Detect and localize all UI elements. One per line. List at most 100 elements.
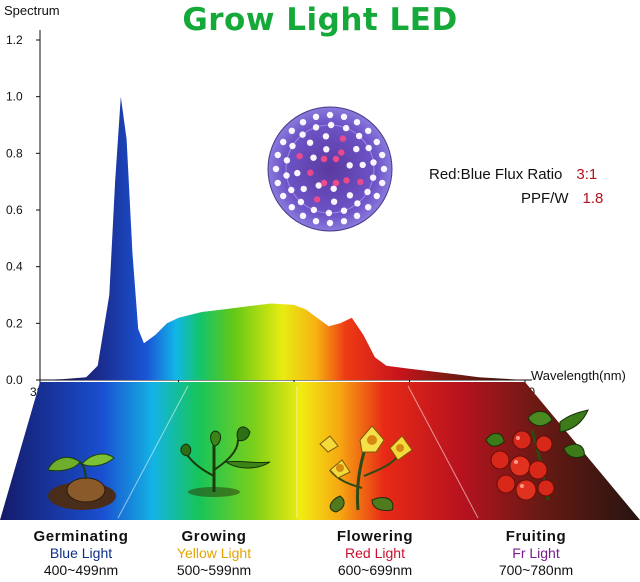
stage-range: 600~699nm xyxy=(337,562,413,578)
led-dot xyxy=(288,127,295,134)
led-dot xyxy=(313,196,321,203)
led-dot xyxy=(332,179,340,187)
led-dot xyxy=(315,182,322,189)
led-dot xyxy=(289,142,296,150)
y-tick-label: 0.2 xyxy=(6,316,23,330)
led-dot xyxy=(353,145,360,153)
y-tick-label: 0.4 xyxy=(6,260,23,274)
seedling-icon xyxy=(180,426,271,497)
led-dot xyxy=(274,151,281,159)
stage-light: Blue Light xyxy=(49,545,113,561)
ppf-value: 1.8 xyxy=(582,190,604,207)
led-dot xyxy=(365,144,372,152)
led-dot xyxy=(310,206,318,214)
led-dot xyxy=(322,133,330,140)
led-dot xyxy=(300,185,307,193)
y-tick-label: 0.8 xyxy=(6,146,23,160)
led-dot xyxy=(326,219,334,227)
led-dot xyxy=(297,198,305,206)
led-dot xyxy=(373,138,380,146)
led-dot xyxy=(365,204,372,211)
stage-range: 700~780nm xyxy=(498,562,574,578)
led-dot xyxy=(354,200,361,207)
led-dot xyxy=(306,139,314,146)
page-title: Grow Light LED xyxy=(182,2,458,38)
stage-light: Fr Light xyxy=(512,545,560,561)
led-dot xyxy=(353,119,361,126)
led-dot xyxy=(373,192,380,200)
flowering-plant-icon xyxy=(319,425,413,513)
led-dot xyxy=(330,185,337,192)
led-dot xyxy=(272,165,280,173)
stage-range: 500~599nm xyxy=(176,562,252,578)
led-dot xyxy=(338,149,345,156)
stage-germinating: Germinating Blue Light 400~499nm xyxy=(1,528,161,579)
led-dot xyxy=(294,169,301,177)
stage-light: Red Light xyxy=(345,545,405,561)
led-dot xyxy=(323,146,330,153)
band-divider xyxy=(407,385,479,519)
led-dot xyxy=(283,157,291,164)
led-dot xyxy=(339,135,347,142)
led-dot xyxy=(327,121,335,129)
led-dot xyxy=(310,154,317,161)
ratio-value: 3:1 xyxy=(576,166,598,183)
band-divider xyxy=(117,385,189,519)
stage-flowering: Flowering Red Light 600~699nm xyxy=(295,528,455,579)
led-dot xyxy=(340,218,348,225)
led-lamp-icon xyxy=(267,106,393,232)
spectrum-series xyxy=(40,96,525,380)
led-dot xyxy=(332,155,340,163)
stage-name: Germinating xyxy=(33,528,129,545)
x-axis-label: Wavelength(nm) xyxy=(531,368,626,383)
led-dot xyxy=(280,138,287,146)
stage-name: Growing xyxy=(181,528,247,545)
led-dot xyxy=(379,179,386,187)
led-dot xyxy=(364,188,371,196)
led-dot xyxy=(312,113,320,121)
ppf-label: PPF/W xyxy=(521,190,569,207)
led-dot xyxy=(299,131,306,138)
led-dot xyxy=(357,178,364,186)
led-dot xyxy=(280,192,287,200)
led-dot xyxy=(346,192,354,199)
led-dot xyxy=(299,212,307,219)
led-dot xyxy=(326,111,334,119)
y-axis-label: Spectrum xyxy=(4,3,60,18)
led-dot xyxy=(296,152,303,160)
spectrum-area xyxy=(40,96,525,380)
y-tick-label: 1.2 xyxy=(6,33,23,47)
led-dot xyxy=(283,172,290,179)
led-dot xyxy=(355,132,363,140)
stage-fruiting: Fruiting Fr Light 700~780nm xyxy=(456,528,616,579)
led-dot xyxy=(330,198,338,205)
led-dot xyxy=(274,179,281,187)
led-dot xyxy=(343,177,350,184)
ratio-info: Red:Blue Flux Ratio 3:1 xyxy=(429,166,597,183)
led-dot xyxy=(353,212,361,219)
stage-growing: Growing Yellow Light 500~599nm xyxy=(134,528,294,579)
led-dot xyxy=(325,209,333,217)
spectrum-band xyxy=(0,382,640,520)
y-tick-label: 0.6 xyxy=(6,203,23,217)
y-tick-label: 1.0 xyxy=(6,90,23,104)
led-dot xyxy=(307,169,314,176)
led-dot xyxy=(340,113,348,121)
led-dot xyxy=(340,207,348,214)
led-dot xyxy=(370,159,377,166)
stage-name: Fruiting xyxy=(505,528,567,545)
led-dot xyxy=(346,162,353,169)
stage-name: Flowering xyxy=(336,528,414,545)
led-dot xyxy=(342,124,350,132)
led-dot xyxy=(320,155,328,163)
led-dot xyxy=(299,119,307,126)
led-dot xyxy=(320,179,328,187)
tomato-plant-icon xyxy=(485,409,589,501)
led-dot xyxy=(288,186,295,194)
led-dot xyxy=(379,151,386,159)
led-dot xyxy=(312,124,320,131)
seed-sprout-icon xyxy=(47,453,116,510)
ppf-info: PPF/W 1.8 xyxy=(521,190,603,207)
